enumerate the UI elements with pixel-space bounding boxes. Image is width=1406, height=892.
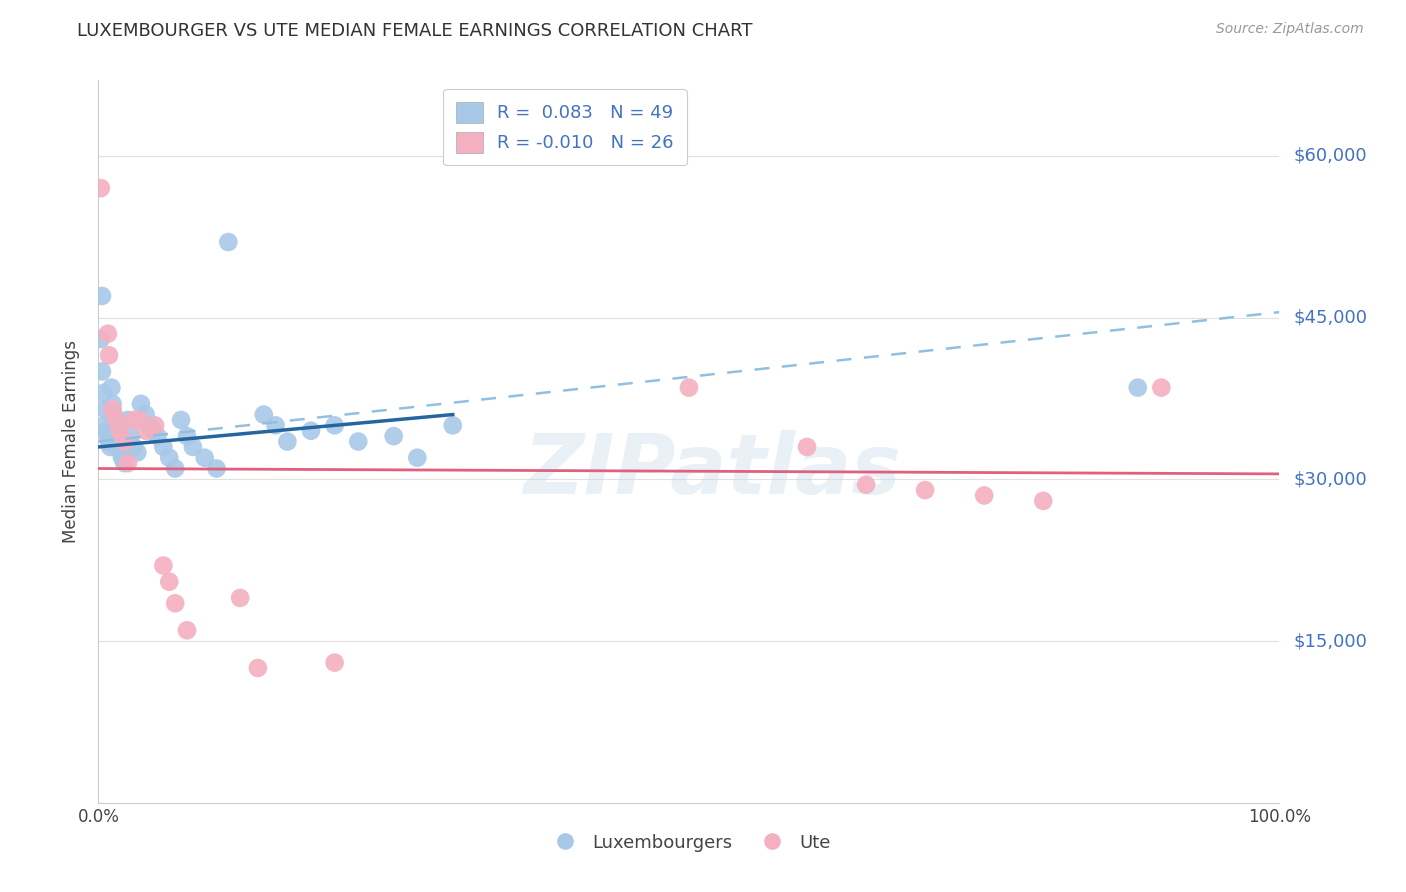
Point xyxy=(97,429,120,443)
Point xyxy=(98,440,121,454)
Point xyxy=(96,424,118,438)
Y-axis label: Median Female Earnings: Median Female Earnings xyxy=(62,340,80,543)
Point xyxy=(973,488,995,502)
Point xyxy=(406,450,429,465)
Legend: Luxembourgers, Ute: Luxembourgers, Ute xyxy=(540,826,838,859)
Point xyxy=(176,429,198,443)
Point xyxy=(146,429,169,443)
Point xyxy=(101,402,124,417)
Point xyxy=(138,418,160,433)
Point xyxy=(229,591,252,605)
Point xyxy=(276,434,298,449)
Point xyxy=(110,445,132,459)
Point xyxy=(1032,493,1054,508)
Text: Source: ZipAtlas.com: Source: ZipAtlas.com xyxy=(1216,22,1364,37)
Point xyxy=(104,413,127,427)
Point xyxy=(181,440,204,454)
Point xyxy=(855,477,877,491)
Point xyxy=(135,408,157,422)
Text: $15,000: $15,000 xyxy=(1294,632,1367,650)
Point xyxy=(100,381,122,395)
Text: ZIPatlas: ZIPatlas xyxy=(523,430,901,511)
Point xyxy=(97,326,120,341)
Point xyxy=(122,413,145,427)
Point xyxy=(135,424,157,438)
Point xyxy=(108,424,131,438)
Point xyxy=(264,418,287,433)
Point xyxy=(90,181,112,195)
Point xyxy=(194,450,217,465)
Point xyxy=(347,434,370,449)
Point xyxy=(165,461,187,475)
Point xyxy=(91,289,114,303)
Point xyxy=(165,596,187,610)
Point xyxy=(101,397,124,411)
Point xyxy=(112,434,135,449)
Point xyxy=(108,440,131,454)
Point xyxy=(152,558,174,573)
Text: $30,000: $30,000 xyxy=(1294,470,1367,488)
Point xyxy=(157,574,180,589)
Point xyxy=(105,424,128,438)
Text: LUXEMBOURGER VS UTE MEDIAN FEMALE EARNINGS CORRELATION CHART: LUXEMBOURGER VS UTE MEDIAN FEMALE EARNIN… xyxy=(77,22,752,40)
Point xyxy=(94,402,117,417)
Point xyxy=(152,440,174,454)
Point xyxy=(105,413,128,427)
Point xyxy=(323,418,346,433)
Point xyxy=(143,418,166,433)
Point xyxy=(299,424,322,438)
Point xyxy=(323,656,346,670)
Point xyxy=(112,456,135,470)
Point xyxy=(678,381,700,395)
Point xyxy=(1126,381,1149,395)
Point xyxy=(107,434,129,449)
Point xyxy=(91,386,114,401)
Point xyxy=(129,397,152,411)
Point xyxy=(90,332,112,346)
Point xyxy=(914,483,936,497)
Point xyxy=(205,461,228,475)
Text: $45,000: $45,000 xyxy=(1294,309,1368,326)
Point xyxy=(253,408,276,422)
Point xyxy=(441,418,464,433)
Point xyxy=(93,418,115,433)
Point xyxy=(142,424,165,438)
Point xyxy=(111,450,134,465)
Point xyxy=(128,413,150,427)
Point xyxy=(127,445,149,459)
Point xyxy=(122,440,145,454)
Text: $60,000: $60,000 xyxy=(1294,147,1367,165)
Point xyxy=(217,235,239,249)
Point xyxy=(91,364,114,378)
Point xyxy=(105,418,128,433)
Point xyxy=(120,429,142,443)
Point xyxy=(117,413,139,427)
Point xyxy=(117,456,139,470)
Point xyxy=(157,450,180,465)
Point xyxy=(246,661,269,675)
Point xyxy=(796,440,818,454)
Point xyxy=(382,429,405,443)
Point xyxy=(170,413,193,427)
Point xyxy=(1150,381,1173,395)
Point xyxy=(98,348,121,362)
Point xyxy=(103,408,125,422)
Point xyxy=(98,434,121,449)
Point xyxy=(176,624,198,638)
